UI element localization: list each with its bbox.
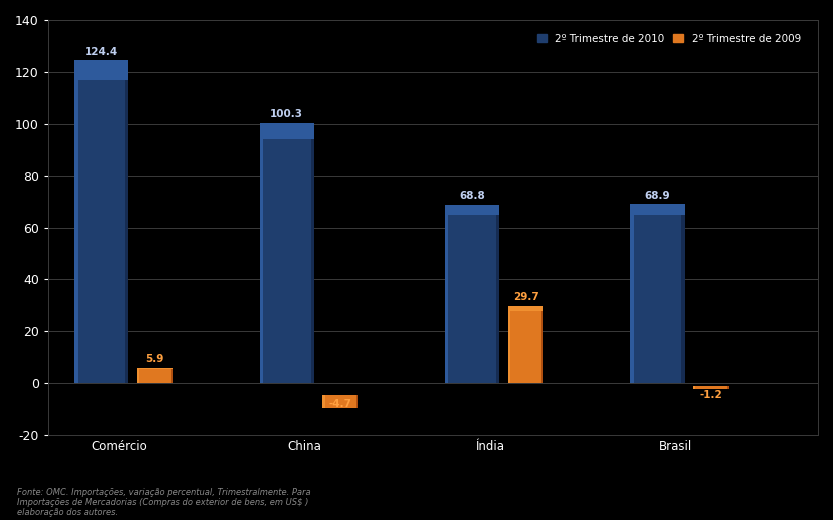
Bar bbox=[322, 395, 325, 408]
Text: 68.9: 68.9 bbox=[645, 191, 671, 201]
Bar bbox=[125, 60, 128, 383]
Bar bbox=[496, 205, 499, 383]
Text: 124.4: 124.4 bbox=[85, 47, 118, 57]
Bar bbox=[693, 386, 696, 389]
Bar bbox=[137, 368, 172, 383]
Bar bbox=[74, 60, 77, 383]
Bar bbox=[693, 386, 729, 389]
Bar bbox=[726, 386, 729, 389]
Bar bbox=[445, 205, 499, 383]
Bar bbox=[508, 306, 543, 383]
Bar bbox=[311, 123, 314, 383]
Bar bbox=[260, 123, 314, 139]
Text: 68.8: 68.8 bbox=[459, 191, 485, 201]
Bar bbox=[356, 395, 358, 408]
Text: -1.2: -1.2 bbox=[700, 390, 722, 400]
Text: -4.7: -4.7 bbox=[329, 399, 352, 409]
Bar bbox=[322, 395, 358, 408]
Text: Fonte: OMC. Importações, variação percentual, Trimestralmente. Para
Importações : Fonte: OMC. Importações, variação percen… bbox=[17, 488, 310, 517]
Text: 5.9: 5.9 bbox=[146, 354, 164, 364]
Text: 29.7: 29.7 bbox=[513, 292, 538, 302]
Bar bbox=[681, 204, 685, 383]
Bar bbox=[631, 204, 634, 383]
Bar bbox=[137, 368, 139, 383]
Bar bbox=[74, 60, 128, 80]
Bar bbox=[508, 306, 543, 311]
Legend: 2º Trimestre de 2010, 2º Trimestre de 2009: 2º Trimestre de 2010, 2º Trimestre de 20… bbox=[532, 29, 805, 48]
Bar bbox=[445, 205, 448, 383]
Bar bbox=[508, 306, 510, 383]
Bar bbox=[541, 306, 543, 383]
Bar bbox=[260, 123, 314, 383]
Bar bbox=[631, 204, 685, 215]
Bar bbox=[631, 204, 685, 383]
Text: 100.3: 100.3 bbox=[270, 109, 303, 119]
Bar bbox=[171, 368, 172, 383]
Bar bbox=[260, 123, 263, 383]
Bar bbox=[137, 368, 172, 369]
Bar bbox=[74, 60, 128, 383]
Bar bbox=[445, 205, 499, 215]
